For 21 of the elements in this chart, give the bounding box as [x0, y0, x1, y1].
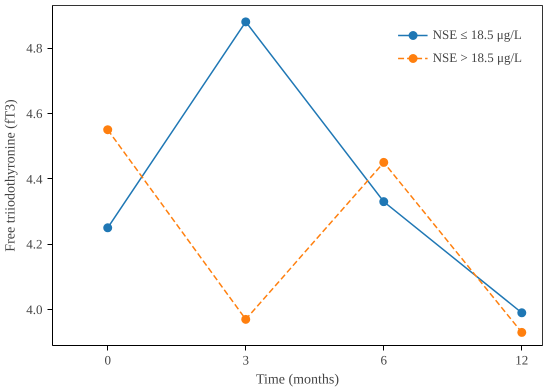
- x-axis-title: Time (months): [256, 372, 340, 388]
- x-tick-label: 3: [242, 352, 249, 368]
- y-axis-title: Free triiodothyronine (fT3): [3, 98, 18, 252]
- point: [241, 17, 250, 26]
- y-tick-label: 4.2: [26, 236, 42, 252]
- point: [241, 314, 250, 324]
- y-tick-label: 4.8: [26, 40, 42, 56]
- point: [517, 328, 526, 337]
- y-tick-label: 4.4: [26, 171, 43, 186]
- point: [517, 308, 526, 318]
- y-tick-label: 4.6: [26, 106, 43, 121]
- y-tick-label: 4.0: [26, 302, 42, 318]
- x-tick-label: 6: [380, 352, 388, 368]
- point: [379, 197, 388, 206]
- legend-label: NSE > 18.5 μg/L: [432, 50, 522, 66]
- x-tick-label: 0: [104, 352, 111, 368]
- x-tick-label: 12: [515, 352, 528, 368]
- point: [103, 125, 112, 134]
- legend-label: NSE ≤ 18.5 μg/L: [432, 27, 522, 43]
- point: [103, 223, 112, 232]
- point: [379, 158, 388, 167]
